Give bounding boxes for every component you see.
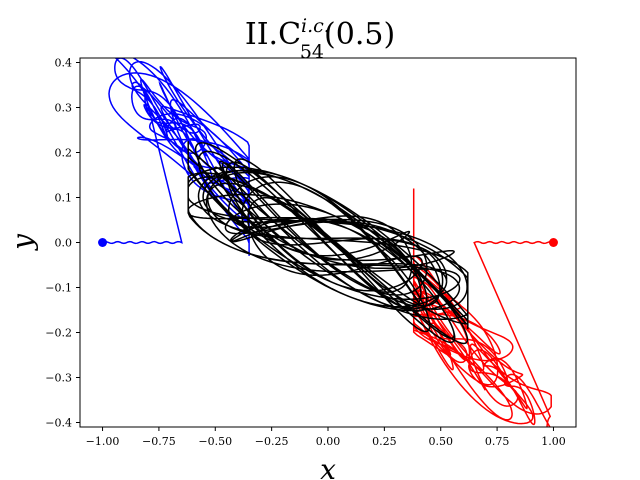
x-tick-label: −0.75 [142,435,176,448]
x-axis-label: x [320,453,336,480]
start-point-left [98,238,108,247]
x-tick-label: −1.00 [86,435,120,448]
title-suffix: (0.5) [324,17,395,52]
y-tick-label: 0.1 [55,192,73,205]
x-tick-label: −0.25 [255,435,289,448]
series-line-left [104,58,250,256]
axes-frame [79,57,577,428]
y-axis-label: y [6,233,39,252]
y-tick-label: 0.4 [55,57,73,70]
x-tick-label: 1.00 [541,435,566,448]
y-tick-label: 0.2 [55,147,73,160]
axis-ticks: −1.00 −0.75 −0.50 −0.25 0.00 0.25 0.50 0.75 1.00… [45,57,565,449]
x-tick-label: 0.50 [428,435,453,448]
x-tick-label: 0.25 [372,435,397,448]
x-tick-label: 0.00 [316,435,341,448]
chart-title: II.Ci.c. 54(0.5) [245,15,395,63]
y-tick-label: 0.0 [55,237,73,250]
title-main: II.C [245,17,301,52]
series-line-center [187,141,469,345]
y-tick-label: −0.3 [45,372,72,385]
x-tick-label: −0.50 [198,435,232,448]
y-tick-label: −0.4 [45,417,72,430]
y-tick-label: −0.1 [45,282,72,295]
y-tick-label: −0.2 [45,327,72,340]
x-tick-label: 0.75 [485,435,510,448]
title-subscript: 54 [300,41,324,63]
plot-area [98,58,558,427]
y-tick-label: 0.3 [55,102,73,115]
start-point-right [548,238,558,247]
title-superscript: i.c. [301,15,330,37]
